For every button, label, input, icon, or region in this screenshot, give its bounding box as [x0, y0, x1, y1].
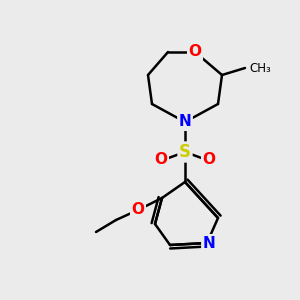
Text: O: O [202, 152, 215, 167]
Text: O: O [154, 152, 167, 167]
Text: O: O [131, 202, 145, 217]
Text: N: N [202, 236, 215, 250]
Text: O: O [188, 44, 202, 59]
Text: S: S [179, 143, 191, 161]
Text: CH₃: CH₃ [249, 61, 271, 74]
Text: N: N [178, 115, 191, 130]
